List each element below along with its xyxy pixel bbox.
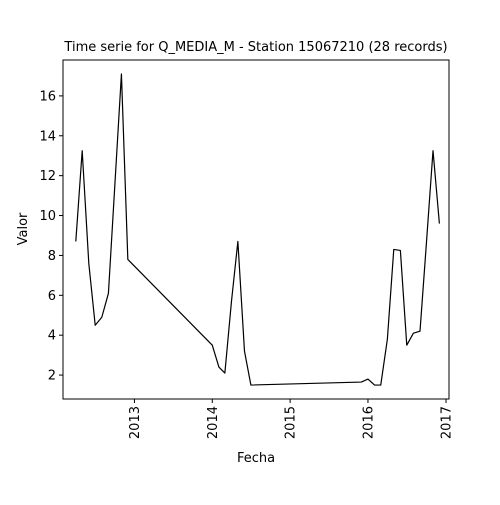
x-tick-label: 2015 (284, 406, 299, 439)
chart-title: Time serie for Q_MEDIA_M - Station 15067… (63, 40, 447, 55)
y-axis-label: Valor (16, 212, 31, 245)
y-tick-label: 2 (48, 369, 56, 384)
y-tick-label: 12 (39, 169, 56, 184)
y-tick-label: 16 (39, 89, 56, 104)
y-tick-label: 8 (48, 249, 56, 264)
y-tick-label: 10 (39, 209, 56, 224)
series-line-0 (75, 73, 440, 386)
y-tick-label: 6 (48, 289, 56, 304)
x-tick-label: 2017 (440, 406, 455, 439)
x-axis: 2013 2014 2015 2016 2017 (128, 399, 455, 439)
x-axis-label: Fecha (237, 451, 275, 466)
x-tick-label: 2013 (128, 406, 143, 439)
plot-content (75, 73, 440, 386)
y-tick-label: 14 (39, 129, 56, 144)
x-tick-label: 2016 (361, 406, 376, 439)
x-tick-label: 2014 (206, 406, 221, 439)
plot-frame (62, 59, 450, 400)
y-tick-label: 4 (48, 329, 56, 344)
y-axis: 2 4 6 8 10 12 14 16 (39, 89, 63, 384)
